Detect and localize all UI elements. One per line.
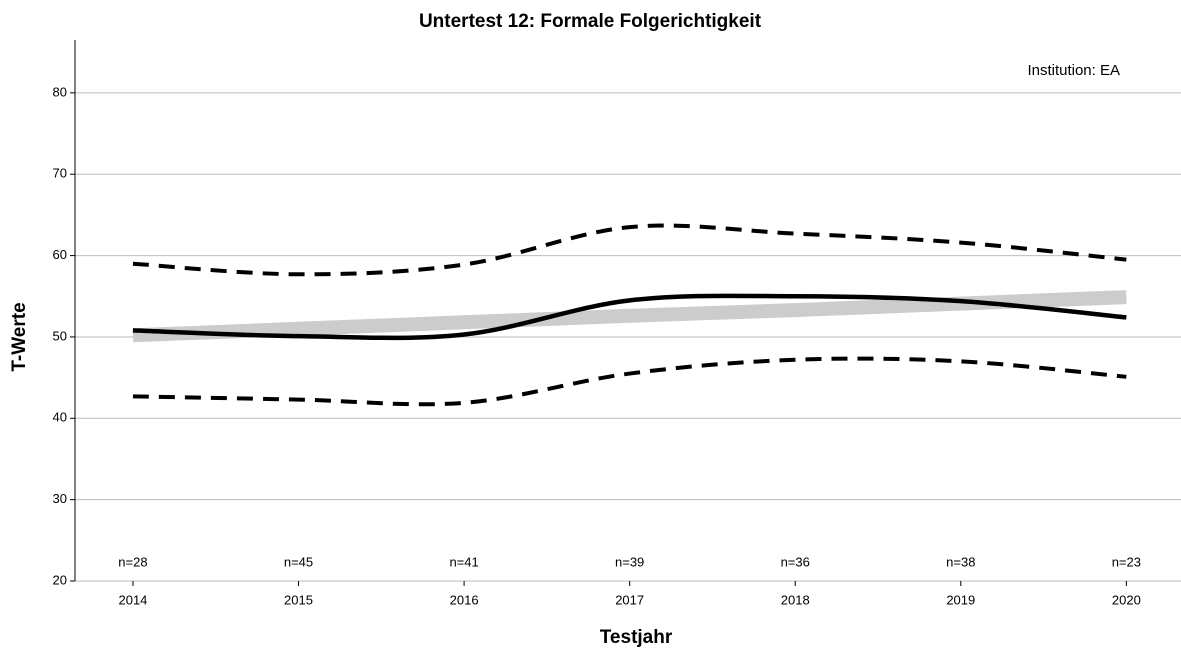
y-axis-title: T-Werte: [9, 302, 30, 371]
y-tick-label: 70: [53, 166, 67, 181]
n-label: n=28: [118, 555, 147, 570]
x-tick-label: 2015: [284, 592, 313, 607]
n-label: n=39: [615, 555, 644, 570]
x-tick-label: 2019: [946, 592, 975, 607]
x-axis-title: Testjahr: [600, 627, 673, 648]
x-tick-label: 2014: [118, 592, 147, 607]
n-label: n=36: [781, 555, 810, 570]
series-line: [132, 293, 1127, 341]
y-tick-label: 40: [53, 410, 67, 425]
n-label: n=38: [946, 555, 975, 570]
x-tick-label: 2018: [781, 592, 810, 607]
annotation: Institution: EA: [1027, 62, 1120, 79]
series-line: [132, 356, 1127, 407]
y-tick-label: 50: [53, 328, 67, 343]
x-tick-label: 2020: [1112, 592, 1141, 607]
n-label: n=23: [1112, 555, 1141, 570]
series-line: [132, 223, 1127, 277]
n-label: n=41: [449, 555, 478, 570]
y-tick-label: 30: [53, 491, 67, 506]
x-tick-label: 2016: [450, 592, 479, 607]
y-tick-label: 60: [53, 247, 67, 262]
x-tick-label: 2017: [615, 592, 644, 607]
y-tick-label: 20: [53, 572, 67, 587]
series-line: [132, 290, 1127, 343]
chart-title: Untertest 12: Formale Folgerichtigkeit: [419, 11, 762, 32]
y-tick-label: 80: [53, 84, 67, 99]
n-label: n=45: [284, 555, 313, 570]
